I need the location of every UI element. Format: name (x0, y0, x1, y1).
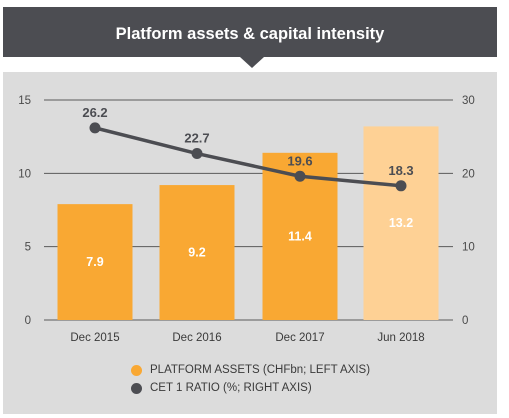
right-axis-tick-label: 0 (462, 315, 468, 327)
bar (363, 126, 439, 321)
chart-title: Platform assets & capital intensity (115, 25, 385, 43)
legend-swatch-cet1 (131, 382, 142, 394)
right-axis-tick-label: 20 (462, 168, 475, 180)
bar-value-label: 7.9 (86, 255, 103, 269)
cet1-line (94, 126, 402, 188)
title-bar: Platform assets & capital intensity (3, 7, 497, 57)
cet1-value-label: 26.2 (82, 105, 107, 120)
left-axis-tick-label: 5 (25, 242, 31, 254)
x-axis-tick-label: Dec 2017 (275, 332, 324, 344)
cet1-value-label: 22.7 (184, 131, 209, 146)
right-axis-tick-label: 30 (462, 95, 475, 107)
cet1-value-label: 19.6 (287, 153, 312, 168)
title-pointer (240, 57, 264, 68)
bar-value-label: 11.4 (288, 229, 312, 243)
legend: PLATFORM ASSETS (CHFbn; LEFT AXIS) CET 1… (131, 361, 370, 397)
legend-item-cet1: CET 1 RATIO (%; RIGHT AXIS) (131, 379, 370, 397)
cet1-point (191, 148, 203, 160)
x-axis-tick-label: Dec 2015 (70, 332, 119, 344)
bar-value-label: 9.2 (188, 246, 205, 260)
legend-label-cet1: CET 1 RATIO (%; RIGHT AXIS) (150, 382, 312, 394)
legend-item-assets: PLATFORM ASSETS (CHFbn; LEFT AXIS) (131, 361, 370, 379)
x-axis-tick-label: Dec 2016 (172, 332, 221, 344)
cet1-point (395, 180, 407, 192)
cet1-point (89, 122, 101, 134)
bar (57, 204, 133, 320)
legend-swatch-assets (131, 364, 142, 376)
left-axis-tick-label: 15 (18, 95, 31, 107)
x-axis-tick-label: Jun 2018 (377, 332, 424, 344)
legend-label-assets: PLATFORM ASSETS (CHFbn; LEFT AXIS) (150, 364, 371, 376)
left-axis-tick-label: 10 (18, 168, 31, 180)
left-axis-tick-label: 0 (25, 315, 31, 327)
right-axis-tick-label: 10 (462, 242, 475, 254)
cet1-point (294, 170, 306, 182)
bar (159, 185, 235, 320)
cet1-value-label: 18.3 (388, 163, 413, 178)
bar-value-label: 13.2 (389, 216, 413, 230)
